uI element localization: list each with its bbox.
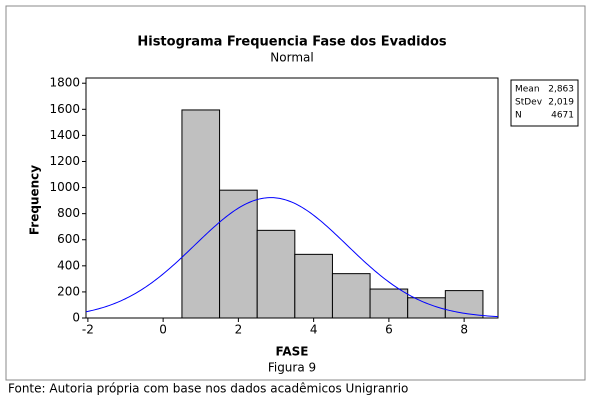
x-tick-label: -2 — [82, 323, 94, 337]
y-tick-label: 1000 — [49, 180, 80, 194]
source: Fonte: Autoria própria com base nos dado… — [8, 382, 408, 396]
y-tick-label: 200 — [57, 284, 80, 298]
stats-label: Mean — [515, 85, 540, 95]
x-tick-label: 8 — [460, 323, 468, 337]
x-axis-label: FASE — [276, 345, 309, 359]
y-tick-label: 1200 — [49, 154, 80, 168]
y-tick-label: 400 — [57, 258, 80, 272]
stats-label: StDev — [515, 98, 543, 108]
normal-curve — [85, 197, 499, 318]
chart-subtitle: Normal — [270, 51, 313, 65]
caption: Figura 9 — [268, 361, 316, 375]
y-tick-label: 0 — [72, 311, 80, 325]
bar — [331, 273, 371, 319]
y-tick-label: 800 — [57, 206, 80, 220]
bar — [369, 288, 409, 319]
y-tick-label: 1400 — [49, 128, 80, 142]
stats-label: N — [515, 111, 522, 121]
bar — [256, 229, 296, 319]
stats-box — [510, 79, 579, 127]
x-tick-label: 2 — [235, 323, 243, 337]
y-tick-label: 1600 — [49, 102, 80, 116]
chart-title: Histograma Frequencia Fase dos Evadidos — [137, 35, 447, 50]
bar — [294, 253, 333, 319]
x-tick-label: 4 — [310, 323, 318, 337]
stats-value: 2,019 — [548, 98, 574, 108]
bar — [181, 109, 221, 319]
stats-value: 4671 — [551, 111, 574, 121]
y-tick-label: 600 — [57, 232, 80, 246]
bar — [219, 189, 258, 319]
bar — [444, 290, 484, 319]
x-tick-label: 0 — [159, 323, 167, 337]
y-axis-label: Frequency — [28, 165, 42, 235]
y-tick-label: 1800 — [49, 76, 80, 90]
stats-value: 2,863 — [548, 85, 574, 95]
x-tick-label: 6 — [385, 323, 393, 337]
plot-area — [85, 77, 499, 319]
